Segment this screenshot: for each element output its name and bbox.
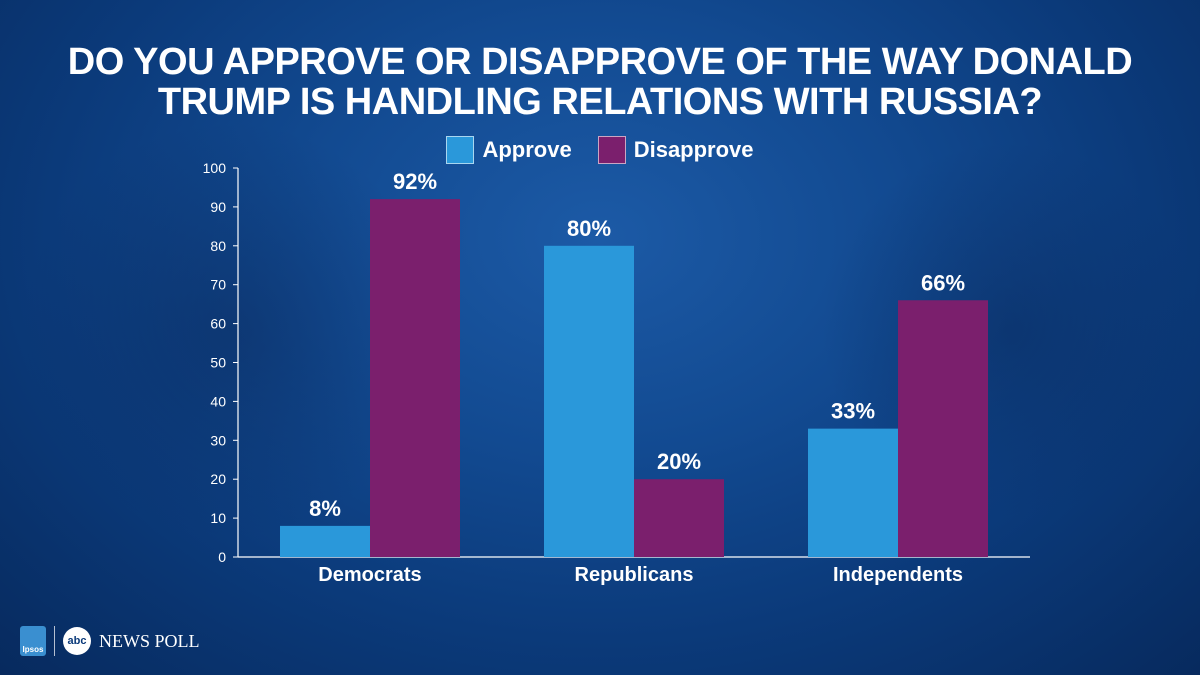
y-tick-label: 20 xyxy=(210,471,226,487)
bar-disapprove-democrats xyxy=(370,199,460,557)
abc-logo: abc xyxy=(63,627,91,655)
y-tick-label: 40 xyxy=(210,393,226,409)
footer-logos: Ipsos abc NEWS POLL xyxy=(20,626,200,656)
data-label-approve-independents: 33% xyxy=(831,399,875,424)
y-tick-label: 70 xyxy=(210,277,226,293)
y-tick-label: 90 xyxy=(210,199,226,215)
bar-approve-democrats xyxy=(280,525,370,557)
legend-swatch-approve xyxy=(446,136,475,164)
data-label-disapprove-republicans: 20% xyxy=(657,449,701,474)
legend-item-approve: Approve xyxy=(446,136,572,164)
legend: Approve Disapprove xyxy=(0,136,1200,164)
legend-label-approve: Approve xyxy=(482,137,572,162)
bar-approve-independents xyxy=(808,428,898,557)
legend-label-disapprove: Disapprove xyxy=(633,137,754,162)
logo-divider xyxy=(54,626,55,656)
y-tick-label: 10 xyxy=(210,510,226,526)
ipsos-logo: Ipsos xyxy=(20,626,46,656)
legend-item-disapprove: Disapprove xyxy=(597,136,754,164)
y-tick-label: 100 xyxy=(203,160,227,176)
x-category-label: Republicans xyxy=(575,564,694,586)
x-category-label: Independents xyxy=(833,564,963,586)
y-tick-label: 0 xyxy=(218,549,226,565)
data-label-disapprove-democrats: 92% xyxy=(393,169,437,194)
bar-disapprove-republicans xyxy=(634,479,724,557)
y-tick-label: 80 xyxy=(210,238,226,254)
y-tick-label: 50 xyxy=(210,355,226,371)
x-category-label: Democrats xyxy=(318,564,421,586)
bar-disapprove-independents xyxy=(898,300,988,557)
news-poll-label: NEWS POLL xyxy=(99,630,200,651)
data-label-disapprove-independents: 66% xyxy=(921,270,965,295)
y-tick-label: 60 xyxy=(210,316,226,332)
data-label-approve-democrats: 8% xyxy=(309,496,341,521)
legend-swatch-disapprove xyxy=(597,136,626,164)
y-tick-label: 30 xyxy=(210,432,226,448)
chart-title: DO YOU APPROVE OR DISAPPROVE OF THE WAY … xyxy=(67,41,1133,123)
data-label-approve-republicans: 80% xyxy=(567,216,611,241)
bar-approve-republicans xyxy=(544,245,634,558)
